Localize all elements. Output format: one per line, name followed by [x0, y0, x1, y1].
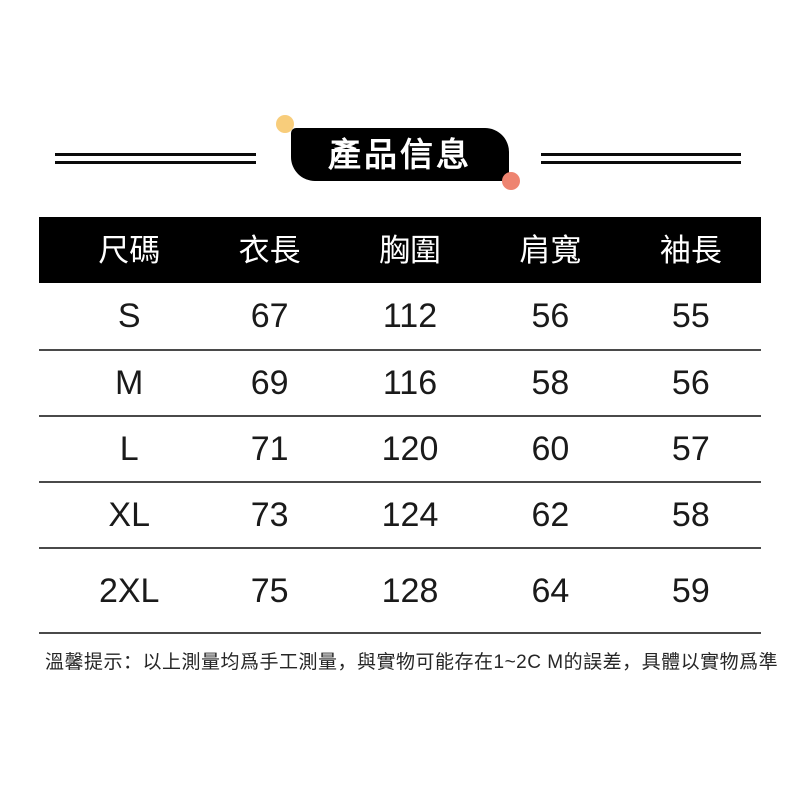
table-row-l: L 71 120 60 57 [39, 417, 761, 483]
sleeve-value: 55 [671, 297, 710, 335]
bust-value: 112 [382, 297, 438, 335]
size-label: 2XL [98, 571, 160, 610]
note-label: 溫馨提示： [45, 652, 143, 673]
right-double-line [541, 153, 741, 164]
bust-value: 120 [381, 430, 439, 468]
yellow-dot-icon [276, 115, 294, 133]
bust-value: 128 [381, 571, 439, 610]
page-title: 產品信息 [328, 136, 472, 173]
size-table: 尺碼 衣長 胸圍 肩寬 袖長 S 67 112 56 55 M 69 116 5… [39, 217, 778, 676]
note-text: 以上測量均爲手工測量，與實物可能存在1~2C M的誤差，具體以實物爲準 [142, 652, 779, 673]
table-row-m: M 69 116 58 56 [39, 351, 761, 417]
length-value: 71 [250, 430, 289, 468]
length-value: 73 [250, 496, 289, 534]
shoulder-value: 58 [531, 364, 570, 402]
sleeve-value: 56 [671, 364, 710, 402]
coral-dot-icon [502, 172, 520, 190]
size-label: XL [108, 496, 150, 534]
shoulder-value: 64 [531, 571, 570, 610]
shoulder-value: 62 [531, 496, 570, 534]
size-label: L [119, 430, 139, 468]
column-header-length: 衣長 [238, 232, 301, 268]
length-value: 67 [250, 297, 289, 335]
shoulder-value: 60 [531, 430, 570, 468]
sleeve-value: 59 [671, 571, 710, 610]
title-badge: 產品信息 [291, 128, 509, 181]
column-header-sleeve: 袖長 [659, 232, 722, 268]
size-label: M [115, 364, 144, 402]
column-header-bust: 胸圍 [379, 232, 442, 268]
size-label: S [117, 297, 141, 335]
column-header-size: 尺碼 [98, 232, 161, 268]
table-header-row: 尺碼 衣長 胸圍 肩寬 袖長 [39, 217, 761, 283]
shoulder-value: 56 [531, 297, 570, 335]
measurement-note: 溫馨提示：以上測量均爲手工測量，與實物可能存在1~2C M的誤差，具體以實物爲準 [39, 634, 778, 676]
bust-value: 116 [382, 364, 438, 402]
sleeve-value: 58 [671, 496, 710, 534]
table-row-2xl: 2XL 75 128 64 59 [39, 549, 761, 632]
left-double-line [55, 153, 256, 164]
note-divider [39, 632, 761, 634]
table-row-xl: XL 73 124 62 58 [39, 483, 761, 549]
length-value: 69 [250, 364, 289, 402]
sleeve-value: 57 [671, 430, 710, 468]
length-value: 75 [250, 571, 289, 610]
table-row-s: S 67 112 56 55 [39, 283, 761, 351]
bust-value: 124 [381, 496, 439, 534]
column-header-shoulder: 肩寬 [519, 232, 582, 268]
